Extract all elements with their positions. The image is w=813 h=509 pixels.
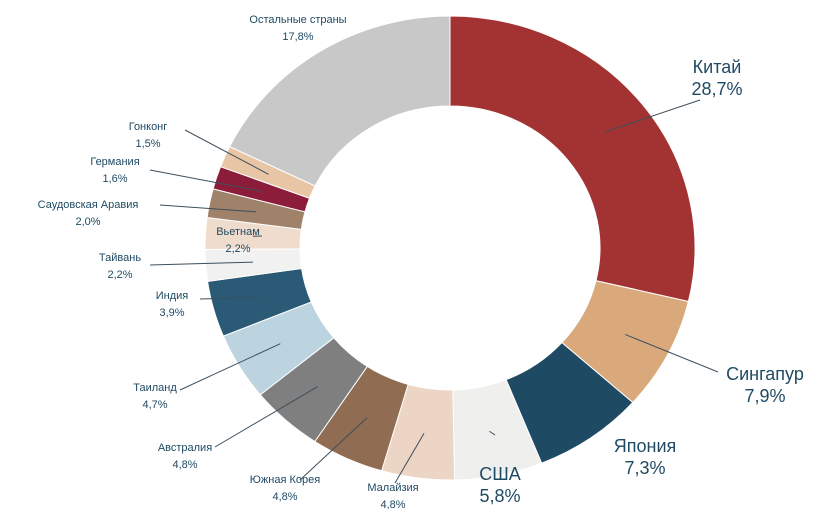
leader-line bbox=[489, 430, 496, 436]
slice-value: 17,8% bbox=[282, 31, 313, 43]
slice-label: Таиланд bbox=[133, 382, 177, 394]
slice-label: Китай bbox=[693, 57, 742, 77]
slice-value: 3,9% bbox=[159, 307, 184, 319]
leader-line bbox=[214, 386, 318, 448]
leader-line bbox=[604, 99, 701, 133]
leader-line bbox=[159, 204, 257, 213]
slice-value: 28,7% bbox=[691, 79, 742, 99]
leader-line bbox=[179, 343, 281, 391]
slice-value: 4,8% bbox=[380, 499, 405, 509]
slice-label: Сингапур bbox=[726, 364, 804, 384]
slice-value: 2,0% bbox=[75, 216, 100, 228]
leader-line bbox=[624, 333, 719, 373]
leader-line bbox=[184, 129, 269, 175]
leader-line bbox=[299, 417, 368, 481]
slice-value: 5,8% bbox=[479, 486, 520, 506]
slice-value: 2,2% bbox=[107, 269, 132, 281]
slice-value: 1,5% bbox=[135, 138, 160, 150]
slice-value: 7,3% bbox=[624, 458, 665, 478]
donut-slice bbox=[449, 15, 696, 303]
slice-value: 1,6% bbox=[102, 173, 127, 185]
slice-label: Индия bbox=[156, 290, 189, 302]
slice-label: США bbox=[479, 464, 521, 484]
slice-label: Остальные страны bbox=[249, 14, 346, 26]
slice-label: Япония bbox=[614, 436, 677, 456]
slice-value: 7,9% bbox=[744, 386, 785, 406]
slice-label: Гонконг bbox=[129, 121, 168, 133]
slice-value: 4,7% bbox=[142, 399, 167, 411]
slice-label: Малайзия bbox=[367, 482, 418, 494]
slice-label: Вьетнам bbox=[216, 226, 260, 238]
slice-value: 4,8% bbox=[272, 491, 297, 503]
slice-value: 2,2% bbox=[225, 243, 250, 255]
leader-line bbox=[394, 433, 425, 484]
slice-label: Тайвань bbox=[99, 252, 141, 264]
slice-label: Саудовская Аравия bbox=[38, 199, 139, 211]
slice-label: Австралия bbox=[158, 442, 212, 454]
slice-label: Германия bbox=[90, 156, 139, 168]
leader-line bbox=[149, 169, 262, 192]
slice-value: 4,8% bbox=[172, 459, 197, 471]
leader-line bbox=[149, 261, 254, 266]
leader-line bbox=[199, 296, 260, 300]
slice-label: Южная Корея bbox=[250, 474, 320, 486]
donut-slice bbox=[228, 15, 451, 187]
